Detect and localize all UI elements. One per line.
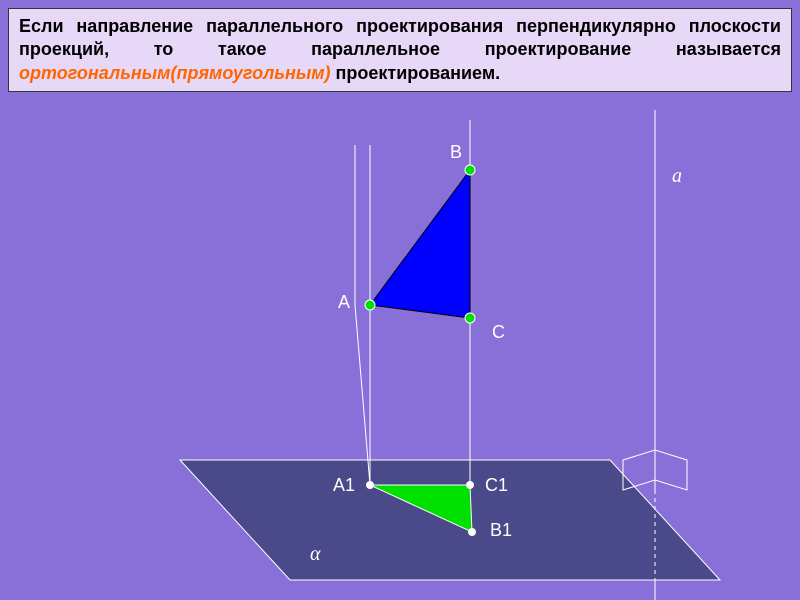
label-A1: А1 — [333, 475, 355, 496]
definition-before: Если направление параллельного проектиро… — [19, 16, 781, 59]
point-A — [365, 300, 375, 310]
label-C: С — [492, 322, 505, 343]
point-B1 — [468, 528, 476, 536]
definition-box: Если направление параллельного проектиро… — [8, 8, 792, 92]
point-C1 — [466, 481, 474, 489]
triangle-abc — [370, 170, 470, 318]
point-B — [465, 165, 475, 175]
label-C1: С1 — [485, 475, 508, 496]
label-B1: В1 — [490, 520, 512, 541]
label-alpha: α — [310, 543, 321, 566]
label-B: В — [450, 142, 462, 163]
point-C — [465, 313, 475, 323]
label-a: a — [672, 165, 682, 188]
label-A: А — [338, 292, 350, 313]
point-A1 — [366, 481, 374, 489]
definition-after: проектированием. — [331, 63, 501, 83]
definition-highlight: ортогональным(прямоугольным) — [19, 63, 331, 83]
proj-line-A2 — [355, 305, 370, 485]
